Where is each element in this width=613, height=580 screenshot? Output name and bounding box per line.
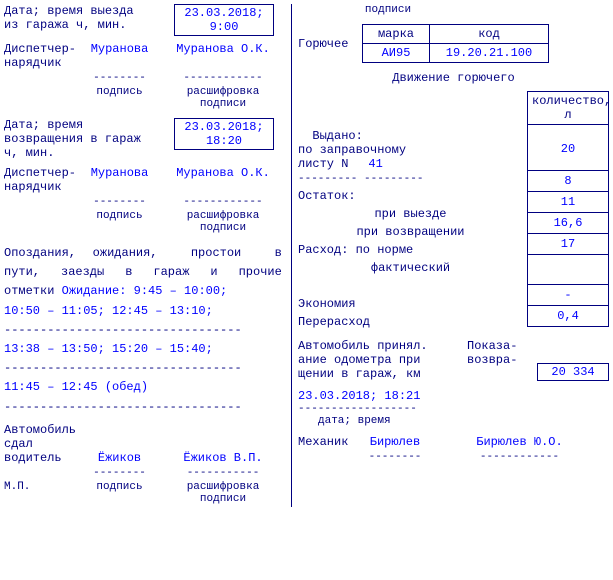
return-label: Дата; времявозвращения в гаражч, мин. — [4, 118, 174, 160]
movement-values: количество,л 20 8 11 16,6 17 - 0,4 — [527, 91, 609, 331]
economy-val: - — [527, 285, 609, 306]
accepted-block: Автомобиль принял.ание одометра прищении… — [298, 339, 609, 381]
on-return-val: 16,6 — [527, 213, 609, 234]
movement-title: Движение горючего — [298, 71, 609, 85]
departure-datetime: 23.03.2018;9:00 — [174, 4, 274, 36]
dispatcher-name: Муранова О.К. — [157, 42, 289, 56]
mp-label: М.П. — [4, 481, 82, 493]
issued-val: 20 — [527, 125, 609, 171]
on-depart-label: при выезде — [298, 205, 523, 223]
issued-label: Выдано:по заправочномулисту N 41--------… — [298, 127, 523, 187]
cons-fact-label: фактический — [298, 259, 523, 277]
dispatcher-signature-2: Диспетчер-нарядчик Муранова Муранова О.К… — [4, 166, 289, 234]
movement-labels: Выдано:по заправочномулисту N 41--------… — [298, 91, 527, 331]
delays-notes: Опоздания, ожидания, простои в пути, зае… — [4, 244, 289, 417]
dispatcher-label-2: Диспетчер-нарядчик — [4, 166, 82, 194]
remain-val: 8 — [527, 171, 609, 192]
departure-label: Дата; время выездаиз гаража ч, мин. — [4, 4, 174, 32]
column-divider — [291, 4, 292, 507]
delays-label: Опоздания, ожидания, простои в пути, зае… — [4, 244, 289, 302]
delays-line-3: 11:45 – 12:45 (обед) — [4, 378, 289, 397]
left-column: Дата; время выездаиз гаража ч, мин. 23.0… — [4, 4, 289, 507]
on-return-label: при возвращении — [298, 223, 523, 241]
car-gave-name: Ёжиков В.П. — [157, 451, 289, 465]
cons-norm-val: 17 — [527, 234, 609, 255]
overrun-label: Перерасход — [298, 313, 523, 331]
mechanic-under: -------- ------------ — [298, 451, 609, 463]
departure-row: Дата; время выездаиз гаража ч, мин. 23.0… — [4, 4, 289, 36]
return-row: Дата; времявозвращения в гаражч, мин. 23… — [4, 118, 289, 160]
accepted-label: Автомобиль принял.ание одометра прищении… — [298, 339, 467, 381]
economy-label: Экономия — [298, 295, 523, 313]
dispatcher-sign: Муранова — [82, 42, 157, 56]
delays-line-2: 13:38 – 13:50; 15:20 – 15:40; — [4, 340, 289, 359]
accepted-datetime-block: 23.03.2018; 18:21 ------------------ дат… — [298, 389, 609, 427]
car-gave-sign: Ёжиков — [82, 451, 157, 465]
fuel-label: Горючее — [298, 37, 360, 51]
car-gave-label: Автомобильсдалводитель — [4, 423, 82, 465]
fuel-movement: Выдано:по заправочномулисту N 41--------… — [298, 91, 609, 331]
odometer-value: 20 334 — [537, 363, 609, 381]
overrun-val: 0,4 — [527, 306, 609, 327]
delays-line-1: 10:50 – 11:05; 12:45 – 13:10; — [4, 302, 289, 321]
brand-value: АИ95 — [363, 44, 430, 63]
under-sign: подпись — [82, 86, 157, 98]
remain-label: Остаток: — [298, 187, 523, 205]
document-root: Дата; время выездаиз гаража ч, мин. 23.0… — [4, 4, 609, 507]
on-depart-val: 11 — [527, 192, 609, 213]
top-under: подписи — [298, 4, 478, 16]
accepted-dt: 23.03.2018; 18:21 — [298, 389, 609, 403]
under-name: расшифровкаподписи — [157, 86, 289, 110]
cons-fact-val — [527, 255, 609, 285]
brand-head: марка — [363, 25, 430, 44]
dispatcher-signature-1: Диспетчер-нарядчик Муранова Муранова О.К… — [4, 42, 289, 110]
qty-head: количество,л — [527, 91, 609, 125]
code-value: 19.20.21.100 — [430, 44, 549, 63]
accepted-col2: Показа-возвра- — [467, 339, 537, 381]
return-datetime: 23.03.2018;18:20 — [174, 118, 274, 150]
right-column: подписи Горючее марка код АИ95 19.20.21.… — [294, 4, 609, 465]
code-head: код — [430, 25, 549, 44]
mechanic-sign: Бирюлев — [360, 435, 430, 449]
fuel-table: марка код АИ95 19.20.21.100 — [362, 24, 549, 63]
dispatcher-label: Диспетчер-нарядчик — [4, 42, 82, 70]
driver-gave-block: Автомобильсдалводитель Ёжиков Ёжиков В.П… — [4, 423, 289, 505]
accepted-under: дата; время — [298, 415, 609, 427]
cons-norm-label: Расход: по норме — [298, 241, 523, 259]
fuel-header-row: Горючее марка код АИ95 19.20.21.100 — [298, 24, 609, 63]
mechanic-name: Бирюлев Ю.О. — [430, 435, 609, 449]
mechanic-row: Механик Бирюлев Бирюлев Ю.О. — [298, 435, 609, 449]
mechanic-label: Механик — [298, 435, 360, 449]
